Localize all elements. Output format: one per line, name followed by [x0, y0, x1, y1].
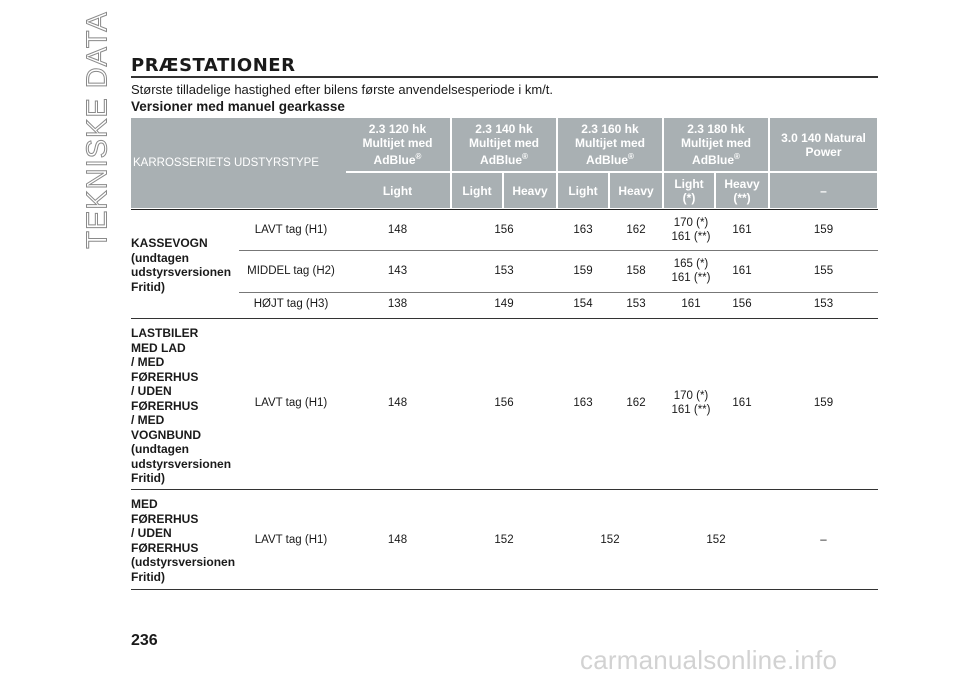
variant-header: Heavy — [610, 173, 662, 208]
page-heading: PRÆSTATIONER — [131, 55, 296, 76]
value-cell: 163 — [573, 224, 593, 236]
roof-type-cell: LAVT tag (H1) — [254, 224, 328, 236]
variant-header: Light — [558, 173, 608, 208]
variant-header: Light — [452, 173, 502, 208]
engine-header-2: 2.3 140 hk Multijet med AdBlue® — [452, 118, 556, 171]
value-cell: 159 — [813, 224, 834, 236]
roof-type-cell: MIDDEL tag (H2) — [247, 265, 335, 277]
value-cell: 156 — [732, 298, 752, 310]
value-cell: 163 — [573, 397, 593, 409]
side-section-title-text: TEKNISKE DATA — [81, 11, 114, 250]
roof-type-cell: LAVT tag (H1) — [254, 534, 328, 546]
intro-text: Største tilladelige hastighed efter bile… — [131, 82, 553, 97]
value-cell: 153 — [813, 298, 834, 310]
value-cell: 155 — [813, 265, 834, 277]
side-section-title: TEKNISKE DATA — [80, 11, 116, 250]
row-divider — [239, 292, 878, 293]
value-cell: 152 — [600, 534, 620, 546]
row-divider — [131, 209, 878, 210]
watermark: carmanualsonline.info — [580, 645, 838, 675]
value-cell: 148 — [387, 224, 408, 236]
group-label-lastbiler: LASTBILER MED LAD / MED FØRERHUS / UDEN … — [131, 326, 232, 485]
variant-header: Heavy (**) — [716, 173, 768, 208]
value-cell: 170 (*) 161 (**) — [671, 217, 711, 243]
value-cell: 158 — [626, 265, 646, 277]
value-cell: 162 — [626, 224, 646, 236]
value-cell: 161 — [732, 265, 752, 277]
row-divider — [131, 318, 878, 319]
value-cell: 154 — [573, 298, 593, 310]
heading-rule — [131, 76, 878, 78]
value-cell: 143 — [387, 265, 408, 277]
engine-header-3: 2.3 160 hk Multijet med AdBlue® — [558, 118, 662, 171]
variant-header: Light (*) — [664, 173, 714, 208]
engine-header-1: 2.3 120 hk Multijet med AdBlue® — [345, 118, 450, 171]
engine-header-4: 2.3 180 hk Multijet med AdBlue® — [664, 118, 768, 171]
value-cell: 152 — [706, 534, 726, 546]
roof-type-cell: HØJT tag (H3) — [253, 298, 329, 310]
value-cell: 149 — [494, 298, 514, 310]
group-label-foererhus: MED FØRERHUS / UDEN FØRERHUS (udstyrsver… — [131, 497, 236, 584]
variant-header: Light — [345, 173, 450, 208]
value-cell: 156 — [494, 397, 514, 409]
value-cell: 162 — [626, 397, 646, 409]
group-label-kassevogn: KASSEVOGN (undtagen udstyrsversionen Fri… — [131, 236, 232, 294]
value-cell: 170 (*) 161 (**) — [671, 390, 711, 416]
value-cell: 161 — [732, 397, 752, 409]
value-cell: 165 (*) 161 (**) — [671, 258, 711, 284]
variant-header: Heavy — [504, 173, 556, 208]
value-cell: 153 — [494, 265, 514, 277]
page-number: 236 — [131, 632, 158, 649]
value-cell: 156 — [494, 224, 514, 236]
value-cell: 161 — [732, 224, 752, 236]
row-divider — [239, 250, 878, 251]
engine-header-5: 3.0 140 Natural Power — [770, 118, 877, 171]
row-divider — [131, 589, 878, 590]
value-cell: 148 — [387, 534, 408, 546]
value-cell: 152 — [494, 534, 514, 546]
value-cell: 138 — [387, 298, 408, 310]
value-cell: 148 — [387, 397, 408, 409]
row-divider — [131, 489, 878, 490]
header-corner: KARROSSERIETS UDSTYRSTYPE — [131, 118, 346, 208]
table-subheading: Versioner med manuel gearkasse — [131, 99, 345, 114]
value-cell: 159 — [813, 397, 834, 409]
variant-header: – — [770, 173, 877, 208]
value-cell: 161 — [681, 298, 701, 310]
value-cell: 153 — [626, 298, 646, 310]
value-cell: 159 — [573, 265, 593, 277]
roof-type-cell: LAVT tag (H1) — [254, 397, 328, 409]
value-cell: – — [820, 534, 827, 546]
header-corner-label: KARROSSERIETS UDSTYRSTYPE — [133, 157, 319, 169]
